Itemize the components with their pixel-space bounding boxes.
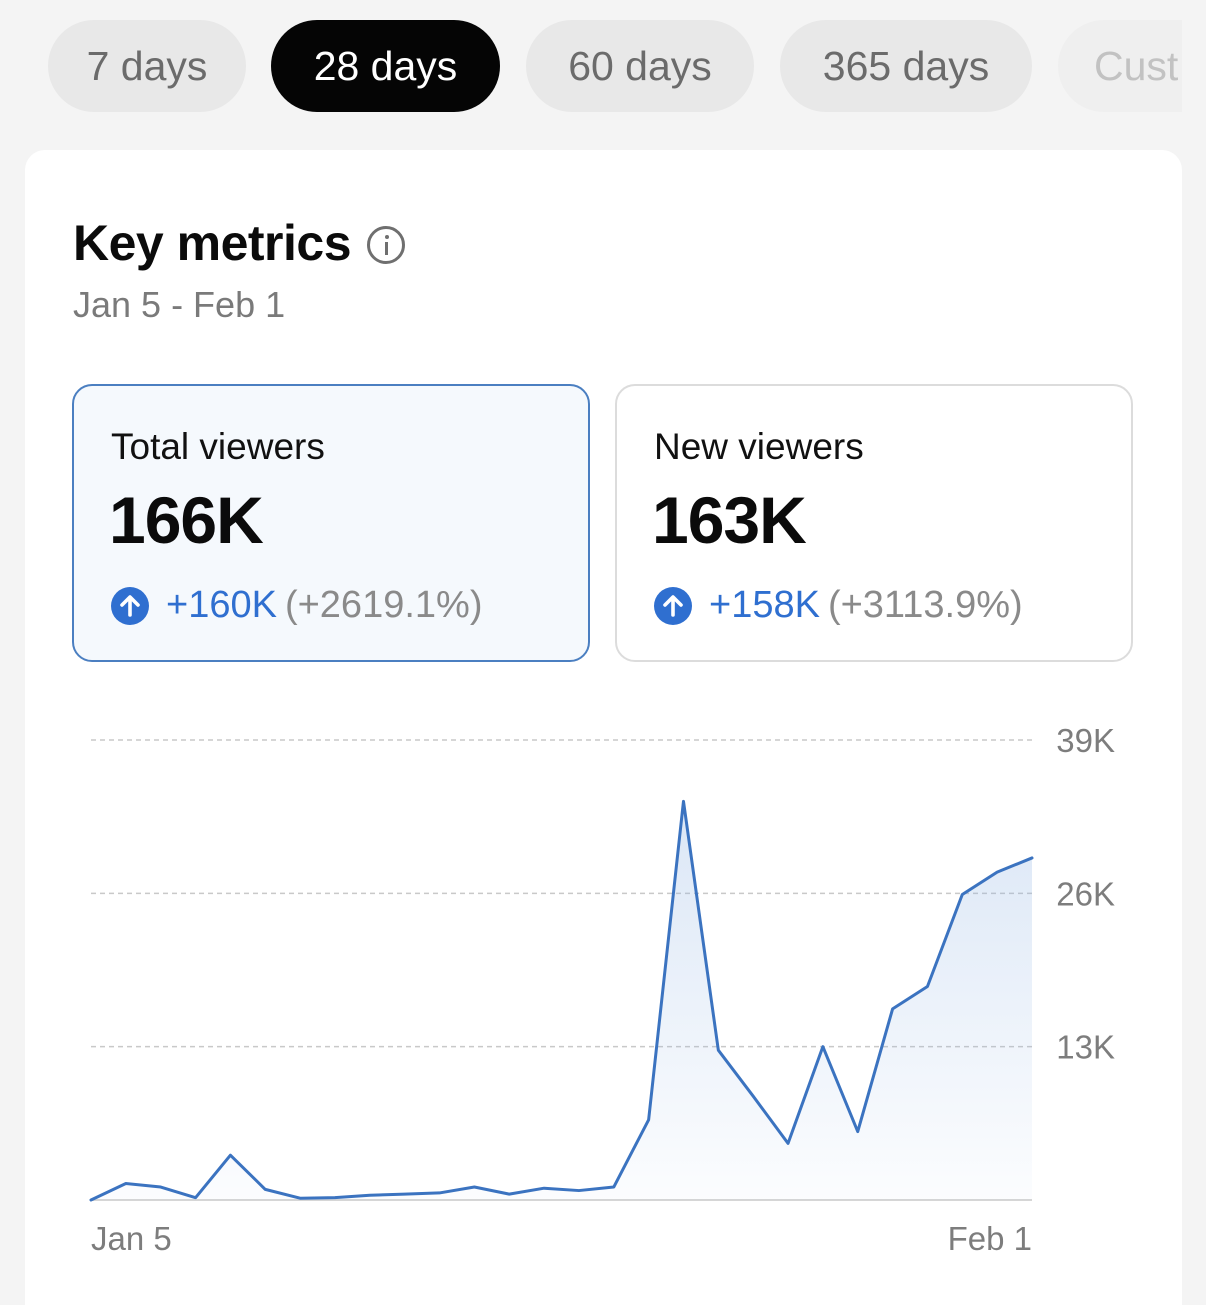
tab-custom[interactable]: Cust (1058, 20, 1182, 112)
info-icon[interactable] (367, 226, 405, 264)
y-tick-label: 13K (1056, 1029, 1115, 1066)
arrow-up-icon (111, 586, 149, 625)
date-range-tabs: 7 days 28 days 60 days 365 days Cust (0, 0, 1182, 150)
tab-7-days[interactable]: 7 days (48, 20, 246, 112)
tab-28-days[interactable]: 28 days (271, 20, 500, 112)
tab-60-days[interactable]: 60 days (526, 20, 754, 112)
x-tick-label-end: Feb 1 (948, 1220, 1032, 1257)
metric-label: New viewers (654, 426, 864, 467)
metric-change: +158K (+3113.9%) (654, 584, 1023, 627)
tab-365-days[interactable]: 365 days (780, 20, 1032, 112)
metric-card-new-viewers[interactable]: New viewers 163K +158K (+3113.9%) (615, 384, 1133, 662)
page-title: Key metrics (73, 215, 352, 271)
metric-card-total-viewers[interactable]: Total viewers 166K +160K (+2619.1%) (72, 384, 590, 662)
key-metrics-header: Key metrics (73, 214, 405, 272)
metric-delta: +158K (709, 584, 820, 626)
metric-change: +160K (+2619.1%) (111, 584, 482, 627)
key-metrics-card: Key metrics Jan 5 - Feb 1 Total viewers … (25, 150, 1182, 1305)
viewers-line-chart[interactable]: 13K 26K 39K Jan 5 Feb 1 (25, 690, 1182, 1305)
metric-value: 166K (109, 483, 264, 557)
metric-label: Total viewers (111, 426, 325, 467)
area-fill (91, 801, 1032, 1200)
y-tick-label: 39K (1056, 722, 1115, 759)
metric-delta: +160K (166, 584, 277, 626)
metric-percent: (+3113.9%) (827, 584, 1023, 626)
metric-percent: (+2619.1%) (284, 584, 483, 626)
x-tick-label-start: Jan 5 (91, 1220, 172, 1257)
y-tick-label: 26K (1056, 875, 1115, 912)
series-line (89, 799, 1034, 1202)
metric-value: 163K (652, 483, 807, 557)
date-range-label: Jan 5 - Feb 1 (73, 284, 286, 325)
arrow-up-icon (654, 586, 692, 625)
